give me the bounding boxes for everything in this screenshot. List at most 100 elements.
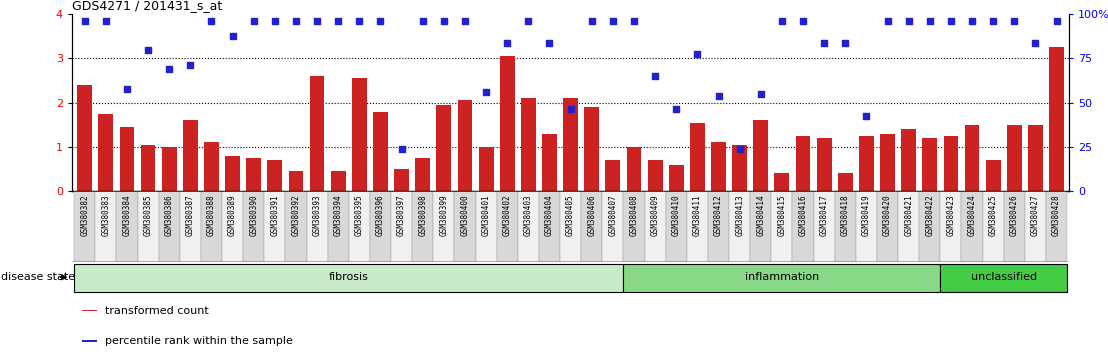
Text: transformed count: transformed count (105, 306, 208, 316)
Bar (859, 136, 874, 191)
Bar (624, 191, 645, 262)
Bar (99, 114, 113, 191)
Text: GSM380409: GSM380409 (650, 195, 659, 236)
Point (1026, 40, 1044, 46)
Point (1048, 18, 1066, 24)
Bar (265, 191, 286, 262)
Text: GSM380421: GSM380421 (904, 195, 913, 236)
Bar (838, 173, 853, 191)
Bar (645, 191, 666, 262)
Bar (370, 191, 391, 262)
Bar (331, 171, 346, 191)
Bar (941, 263, 1067, 292)
Bar (901, 129, 916, 191)
Bar (416, 158, 430, 191)
Bar (1049, 47, 1064, 191)
Bar (183, 120, 197, 191)
Text: GSM380406: GSM380406 (587, 195, 596, 236)
Bar (433, 191, 454, 262)
Bar (1025, 191, 1046, 262)
Text: GSM380400: GSM380400 (461, 195, 470, 236)
Bar (962, 191, 983, 262)
Text: GSM380382: GSM380382 (80, 195, 90, 236)
Bar (729, 191, 750, 262)
Bar (1046, 191, 1067, 262)
Bar (328, 191, 349, 262)
Bar (82, 340, 98, 342)
Bar (876, 191, 899, 262)
Point (98, 18, 115, 24)
Bar (437, 105, 451, 191)
Point (350, 18, 368, 24)
Bar (669, 165, 684, 191)
Point (900, 18, 917, 24)
Point (921, 18, 938, 24)
Text: GSM380385: GSM380385 (144, 195, 153, 236)
Bar (1004, 191, 1025, 262)
Bar (944, 136, 958, 191)
Point (667, 107, 685, 112)
Bar (78, 85, 92, 191)
Text: GSM380415: GSM380415 (778, 195, 787, 236)
Point (646, 73, 664, 79)
Text: GSM380392: GSM380392 (291, 195, 300, 236)
Point (329, 18, 347, 24)
Bar (204, 143, 219, 191)
Point (140, 47, 157, 52)
Bar (82, 310, 98, 312)
Point (435, 18, 453, 24)
Bar (286, 191, 307, 262)
Bar (517, 191, 538, 262)
Bar (116, 191, 137, 262)
Text: GSM380407: GSM380407 (608, 195, 617, 236)
Bar (753, 120, 768, 191)
Text: GSM380410: GSM380410 (671, 195, 680, 236)
Point (308, 18, 326, 24)
Bar (120, 127, 134, 191)
Text: GSM380414: GSM380414 (757, 195, 766, 236)
Bar (74, 191, 95, 262)
Bar (1007, 125, 1022, 191)
Text: inflammation: inflammation (745, 272, 819, 282)
Bar (394, 169, 409, 191)
Bar (349, 191, 370, 262)
Bar (246, 158, 261, 191)
Bar (201, 191, 222, 262)
Bar (711, 143, 726, 191)
Point (287, 18, 305, 24)
Text: GSM380398: GSM380398 (418, 195, 428, 236)
Text: GSM380383: GSM380383 (101, 195, 111, 236)
Point (773, 18, 791, 24)
Point (541, 40, 558, 46)
Text: GSM380411: GSM380411 (692, 195, 701, 236)
Bar (817, 138, 831, 191)
Bar (137, 191, 158, 262)
Point (963, 18, 981, 24)
Bar (880, 134, 895, 191)
Bar (648, 160, 663, 191)
Bar (225, 156, 240, 191)
Point (688, 51, 706, 57)
Text: GSM380422: GSM380422 (925, 195, 934, 236)
Point (371, 18, 389, 24)
Point (984, 18, 1002, 24)
Text: fibrosis: fibrosis (329, 272, 369, 282)
Point (245, 18, 263, 24)
Text: disease state: disease state (1, 272, 75, 282)
Bar (458, 101, 472, 191)
Point (583, 18, 601, 24)
Bar (941, 191, 962, 262)
Text: GSM380384: GSM380384 (123, 195, 132, 236)
Text: GSM380413: GSM380413 (735, 195, 745, 236)
Bar (687, 191, 708, 262)
Bar (708, 191, 729, 262)
Bar (521, 98, 536, 191)
Point (942, 18, 960, 24)
Bar (222, 191, 243, 262)
Bar (983, 191, 1004, 262)
Text: GSM380412: GSM380412 (714, 195, 724, 236)
Text: GSM380423: GSM380423 (946, 195, 955, 236)
Bar (605, 160, 620, 191)
Text: GSM380391: GSM380391 (270, 195, 279, 236)
Point (858, 113, 875, 119)
